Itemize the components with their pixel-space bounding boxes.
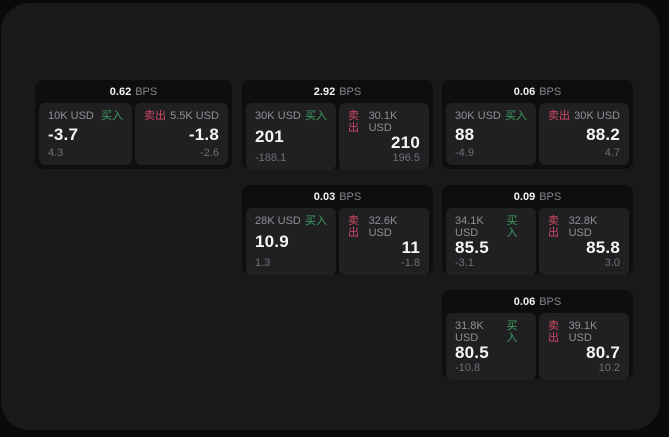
buy-panel[interactable]: 28K USD 买入 10.9 1.3 [246,208,336,275]
buy-notional: 30K USD [455,110,501,122]
buy-delta: -10.8 [455,362,481,374]
sell-label: 卖出 [144,110,166,122]
quote-card: 0.06 BPS 31.8K USD 买入 80.5 -10.8 卖出 39.1… [442,290,633,380]
quote-card: 2.92 BPS 30K USD 买入 201 -188.1 卖出 30.1K … [242,80,433,170]
sell-notional: 32.8K USD [568,215,598,239]
quote-card: 0.06 BPS 30K USD 买入 88 -4.9 卖出 30K USD 8… [442,80,633,169]
quote-card: 0.62 BPS 10K USD 买入 -3.7 4.3 卖出 5.5K USD… [35,80,232,169]
sell-delta: 196.5 [392,152,420,164]
bps-unit: BPS [539,85,562,98]
sell-price: 80.7 [586,343,620,362]
sell-label: 卖出 [548,320,559,344]
sell-price: 11 [401,238,420,257]
buy-delta: -4.9 [455,147,474,159]
card-header: 0.09 BPS [442,185,633,208]
buy-notional: 10K USD [48,110,94,122]
buy-panel[interactable]: 30K USD 买入 88 -4.9 [446,103,536,165]
buy-notional: 34.1K USD [455,215,484,239]
buy-price: 10.9 [255,232,289,251]
sell-price: -1.8 [188,124,219,144]
buy-delta: -3.1 [455,257,474,269]
buy-label: 买入 [505,110,527,122]
sell-panel[interactable]: 卖出 30K USD 88.2 4.7 [539,103,629,165]
quote-card: 0.03 BPS 28K USD 买入 10.9 1.3 卖出 32.6K US… [242,185,433,275]
sell-label: 卖出 [348,110,359,134]
buy-notional: 30K USD [255,110,301,122]
sell-notional: 30.1K USD [368,110,398,134]
sell-label: 卖出 [548,110,570,122]
bps-unit: BPS [135,85,158,98]
sell-delta: 3.0 [604,257,620,269]
card-header: 2.92 BPS [242,80,433,103]
buy-label: 买入 [101,110,123,122]
sell-notional: 5.5K USD [170,110,219,122]
buy-price: 88 [455,124,475,144]
bps-value: 0.06 [513,295,536,308]
buy-delta: 1.3 [255,257,271,269]
sell-notional: 32.6K USD [368,215,398,239]
buy-label: 买入 [305,110,327,122]
buy-delta: 4.3 [48,147,64,159]
bps-value: 0.09 [513,190,536,203]
card-header: 0.62 BPS [35,80,232,103]
bps-unit: BPS [539,190,562,203]
buy-price: -3.7 [48,124,79,144]
buy-notional: 31.8K USD [455,320,484,344]
sell-panel[interactable]: 卖出 32.6K USD 11 -1.8 [339,208,429,275]
buy-price: 80.5 [455,343,489,362]
sell-panel[interactable]: 卖出 32.8K USD 85.8 3.0 [539,208,629,275]
sell-panel[interactable]: 卖出 30.1K USD 210 196.5 [339,103,429,170]
quote-card: 0.09 BPS 34.1K USD 买入 85.5 -3.1 卖出 32.8K… [442,185,633,275]
buy-panel[interactable]: 34.1K USD 买入 85.5 -3.1 [446,208,536,275]
card-header: 0.03 BPS [242,185,433,208]
bps-value: 2.92 [313,85,336,98]
sell-label: 卖出 [348,215,359,239]
buy-label: 买入 [506,215,518,239]
buy-label: 买入 [305,215,327,227]
buy-delta: -188.1 [255,152,287,164]
sell-panel[interactable]: 卖出 39.1K USD 80.7 10.2 [539,313,629,380]
buy-price: 85.5 [455,238,489,257]
sell-notional: 39.1K USD [568,320,598,344]
buy-price: 201 [255,127,284,146]
buy-label: 买入 [506,320,518,344]
sell-price: 85.8 [586,238,620,257]
buy-panel[interactable]: 30K USD 买入 201 -188.1 [246,103,336,170]
sell-delta: 4.7 [604,147,620,159]
bps-unit: BPS [339,85,362,98]
sell-delta: 10.2 [598,362,620,374]
sell-panel[interactable]: 卖出 5.5K USD -1.8 -2.6 [135,103,228,165]
sell-price: 210 [391,133,420,152]
bps-unit: BPS [539,295,562,308]
buy-notional: 28K USD [255,215,301,227]
buy-panel[interactable]: 31.8K USD 买入 80.5 -10.8 [446,313,536,380]
sell-delta: -2.6 [200,147,219,159]
card-header: 0.06 BPS [442,80,633,103]
bps-value: 0.06 [513,85,536,98]
sell-delta: -1.8 [401,257,420,269]
bps-value: 0.62 [109,85,132,98]
sell-price: 88.2 [586,124,620,144]
buy-panel[interactable]: 10K USD 买入 -3.7 4.3 [39,103,132,165]
bps-unit: BPS [339,190,362,203]
bps-value: 0.03 [313,190,336,203]
sell-label: 卖出 [548,215,559,239]
sell-notional: 30K USD [574,110,620,122]
card-header: 0.06 BPS [442,290,633,313]
